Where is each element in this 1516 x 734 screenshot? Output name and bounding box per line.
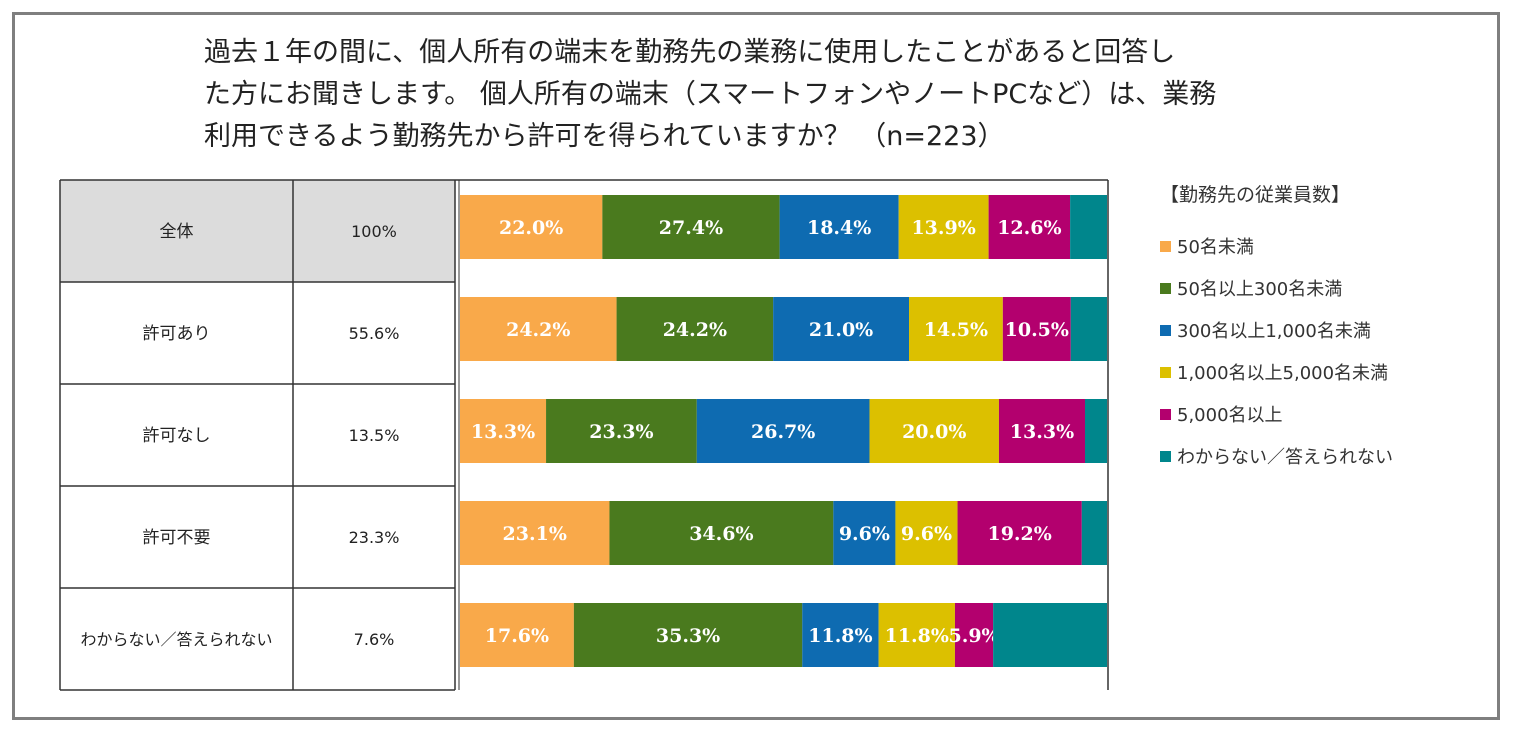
bar-data-label: 35.3% bbox=[656, 625, 720, 647]
category-label: 許可なし bbox=[143, 426, 211, 446]
bar-segment bbox=[895, 501, 958, 565]
bar-segment bbox=[773, 297, 910, 361]
bar-segment bbox=[998, 399, 1086, 463]
bar-segment bbox=[616, 297, 774, 361]
title-line-1: 過去１年の間に、個人所有の端末を勤務先の業務に使用したことがあると回答し bbox=[204, 37, 1176, 68]
legend-item: 50名未満 bbox=[1160, 225, 1393, 267]
legend-label: 5,000名以上 bbox=[1177, 405, 1283, 426]
bar-segment bbox=[1070, 195, 1107, 259]
bar-data-label: 9.6% bbox=[901, 523, 952, 545]
legend-label: 300名以上1,000名未満 bbox=[1177, 321, 1371, 342]
bar-segment bbox=[869, 399, 999, 463]
bar-data-label: 22.0% bbox=[499, 217, 563, 239]
legend-swatch bbox=[1160, 324, 1171, 336]
bar-segment bbox=[546, 399, 697, 463]
bar-segment bbox=[898, 195, 989, 259]
share-label: 100% bbox=[351, 222, 397, 241]
share-label: 7.6% bbox=[354, 630, 395, 649]
bar-segment bbox=[460, 603, 574, 667]
title-line-3: 利用できるよう勤務先から許可を得られていますか？ （n=223） bbox=[204, 121, 1005, 152]
bar-segment bbox=[957, 501, 1082, 565]
bar-segment bbox=[993, 603, 1107, 667]
legend-swatch bbox=[1160, 282, 1171, 294]
bar-data-label: 23.1% bbox=[503, 523, 567, 545]
legend-item: 300名以上1,000名未満 bbox=[1160, 309, 1393, 351]
legend-swatch bbox=[1160, 366, 1171, 378]
bar-data-label: 26.7% bbox=[751, 421, 815, 443]
bar-segment bbox=[802, 603, 879, 667]
legend-items: 50名未満 50名以上300名未満 300名以上1,000名未満 1,000名以上5,… bbox=[1160, 225, 1393, 477]
chart-title: 過去１年の間に、個人所有の端末を勤務先の業務に使用したことがあると回答し た方に… bbox=[204, 32, 1217, 158]
bar-data-label: 13.3% bbox=[471, 421, 535, 443]
bar-data-label: 20.0% bbox=[902, 421, 966, 443]
bar-segment bbox=[779, 195, 899, 259]
legend: 【勤務先の従業員数】 50名未満 50名以上300名未満 300名以上1,000名未… bbox=[1160, 180, 1393, 477]
bar-segment bbox=[988, 195, 1071, 259]
bar-data-label: 10.5% bbox=[1005, 319, 1069, 341]
legend-label: 50名未満 bbox=[1177, 237, 1254, 258]
bar-data-label: 21.0% bbox=[809, 319, 873, 341]
bar-segment bbox=[954, 603, 994, 667]
bar-segment bbox=[696, 399, 870, 463]
bar-segment bbox=[1070, 297, 1107, 361]
bar-segment bbox=[460, 195, 603, 259]
bar-data-label: 5.9% bbox=[948, 625, 999, 647]
legend-title: 【勤務先の従業員数】 bbox=[1160, 184, 1351, 206]
chart-frame bbox=[12, 12, 1500, 720]
bar-data-label: 9.6% bbox=[839, 523, 890, 545]
legend-item: 5,000名以上 bbox=[1160, 393, 1393, 435]
legend-item: 1,000名以上5,000名未満 bbox=[1160, 351, 1393, 393]
legend-label: わからない／答えられない bbox=[1177, 447, 1393, 468]
category-label: 全体 bbox=[160, 222, 194, 242]
legend-item: わからない／答えられない bbox=[1160, 435, 1393, 477]
bar-data-label: 24.2% bbox=[663, 319, 727, 341]
category-label: 許可あり bbox=[143, 324, 211, 344]
bar-data-label: 19.2% bbox=[987, 523, 1051, 545]
bar-data-label: 11.8% bbox=[885, 625, 949, 647]
bar-segment bbox=[460, 399, 547, 463]
bar-segment bbox=[1085, 399, 1107, 463]
bar-data-label: 23.3% bbox=[589, 421, 653, 443]
legend-swatch bbox=[1160, 240, 1171, 252]
category-label: わからない／答えられない bbox=[80, 630, 272, 649]
bar-data-label: 27.4% bbox=[659, 217, 723, 239]
bar-data-label: 34.6% bbox=[689, 523, 753, 545]
bar-segment bbox=[573, 603, 803, 667]
legend-swatch bbox=[1160, 450, 1171, 462]
bar-segment bbox=[1002, 297, 1071, 361]
legend-label: 50名以上300名未満 bbox=[1177, 279, 1343, 300]
legend-item: 50名以上300名未満 bbox=[1160, 267, 1393, 309]
share-label: 23.3% bbox=[349, 528, 400, 547]
bar-segment bbox=[602, 195, 780, 259]
bar-segment bbox=[609, 501, 834, 565]
bar-data-label: 18.4% bbox=[807, 217, 871, 239]
bar-segment bbox=[833, 501, 896, 565]
bar-data-label: 13.9% bbox=[911, 217, 975, 239]
legend-swatch bbox=[1160, 408, 1171, 420]
bar-segment bbox=[878, 603, 955, 667]
header-cell-bg bbox=[60, 180, 455, 282]
share-label: 55.6% bbox=[349, 324, 400, 343]
bar-segment bbox=[909, 297, 1003, 361]
bar-data-label: 11.8% bbox=[808, 625, 872, 647]
bar-data-label: 13.3% bbox=[1010, 421, 1074, 443]
bar-data-label: 24.2% bbox=[506, 319, 570, 341]
bar-segment bbox=[460, 501, 610, 565]
share-label: 13.5% bbox=[349, 426, 400, 445]
bar-data-label: 12.6% bbox=[997, 217, 1061, 239]
bar-data-label: 17.6% bbox=[485, 625, 549, 647]
bar-segment bbox=[1081, 501, 1107, 565]
category-label: 許可不要 bbox=[143, 528, 211, 548]
bar-segment bbox=[460, 297, 617, 361]
title-line-2: た方にお聞きします。 個人所有の端末（スマートフォンやノートPCなど）は、業務 bbox=[204, 79, 1217, 110]
legend-label: 1,000名以上5,000名未満 bbox=[1177, 363, 1389, 384]
bar-data-label: 14.5% bbox=[924, 319, 988, 341]
